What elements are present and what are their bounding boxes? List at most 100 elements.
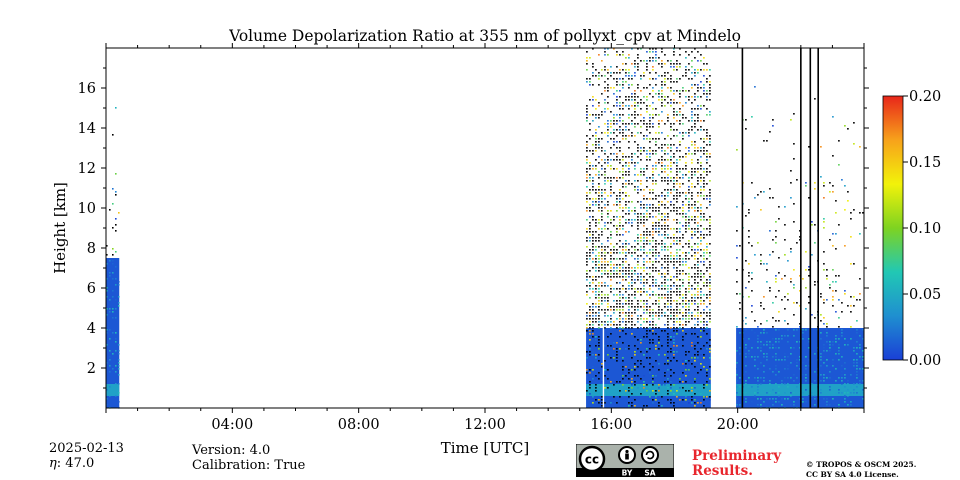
heatmap-cell <box>757 386 759 388</box>
heatmap-cell <box>784 308 786 310</box>
heatmap-cell <box>709 396 711 398</box>
heatmap-cell <box>706 375 708 377</box>
heatmap-cell <box>763 380 765 382</box>
heatmap-cell <box>592 282 594 284</box>
heatmap-cell <box>631 378 633 380</box>
heatmap-cell <box>637 54 639 56</box>
heatmap-cell <box>709 303 711 305</box>
heatmap-cell <box>622 186 624 188</box>
heatmap-cell <box>640 90 642 92</box>
heatmap-cell <box>697 228 699 230</box>
heatmap-cell <box>619 288 621 290</box>
heatmap-cell <box>631 381 633 383</box>
heatmap-cell <box>613 324 615 326</box>
heatmap-cell <box>703 354 705 356</box>
heatmap-cell <box>598 306 600 308</box>
heatmap-cell <box>622 288 624 290</box>
heatmap-cell <box>628 273 630 275</box>
heatmap-cell <box>679 255 681 257</box>
heatmap-cell <box>691 219 693 221</box>
heatmap-cell <box>667 327 669 329</box>
heatmap-cell <box>628 348 630 350</box>
heatmap-cell <box>601 201 603 203</box>
footer-date: 2025-02-13 <box>49 441 124 456</box>
heatmap-cell <box>595 312 597 314</box>
heatmap-cell <box>622 78 624 80</box>
heatmap-cell <box>682 210 684 212</box>
heatmap-cell <box>706 63 708 65</box>
heatmap-cell <box>625 258 627 260</box>
heatmap-cell <box>637 192 639 194</box>
heatmap-cell <box>709 264 711 266</box>
heatmap-cell <box>637 48 639 50</box>
heatmap-cell <box>685 309 687 311</box>
heatmap-cell <box>670 144 672 146</box>
heatmap-cell <box>649 363 651 365</box>
heatmap-cell <box>592 165 594 167</box>
heatmap-cell <box>634 252 636 254</box>
heatmap-cell <box>589 393 591 395</box>
heatmap-cell <box>658 162 660 164</box>
heatmap-cell <box>607 90 609 92</box>
heatmap-cell <box>664 198 666 200</box>
heatmap-cell <box>703 249 705 251</box>
heatmap-cell <box>697 237 699 239</box>
heatmap-cell <box>631 48 633 50</box>
heatmap-cell <box>706 108 708 110</box>
heatmap-cell <box>769 287 771 289</box>
heatmap-cell <box>769 368 771 370</box>
heatmap-cell <box>112 308 114 310</box>
heatmap-cell <box>634 180 636 182</box>
heatmap-cell <box>811 254 813 256</box>
heatmap-cell <box>601 243 603 245</box>
heatmap-cell <box>700 105 702 107</box>
heatmap-cell <box>604 99 606 101</box>
heatmap-cell <box>766 344 768 346</box>
heatmap-cell <box>589 198 591 200</box>
heatmap-cell <box>850 329 852 331</box>
heatmap-cell <box>619 129 621 131</box>
heatmap-cell <box>610 123 612 125</box>
heatmap-cell <box>859 380 861 382</box>
heatmap-cell <box>658 309 660 311</box>
heatmap-cell <box>856 332 858 334</box>
heatmap-cell <box>607 213 609 215</box>
heatmap-cell <box>622 177 624 179</box>
heatmap-cell <box>682 339 684 341</box>
heatmap-cell <box>757 335 759 337</box>
heatmap-cell <box>613 225 615 227</box>
heatmap-cell <box>598 126 600 128</box>
heatmap-cell <box>658 315 660 317</box>
heatmap-cell <box>598 294 600 296</box>
heatmap-cell <box>604 369 606 371</box>
heatmap-cell <box>643 237 645 239</box>
heatmap-cell <box>799 239 801 241</box>
heatmap-cell <box>802 335 804 337</box>
heatmap-cell <box>649 141 651 143</box>
heatmap-cell <box>595 399 597 401</box>
heatmap-cell <box>607 228 609 230</box>
heatmap-cell <box>109 272 111 274</box>
heatmap-cell <box>700 87 702 89</box>
heatmap-cell <box>682 138 684 140</box>
heatmap-cell <box>814 371 816 373</box>
heatmap-cell <box>772 401 774 403</box>
heatmap-cell <box>670 279 672 281</box>
y-tick-label: 8 <box>87 241 96 257</box>
heatmap-cell <box>622 261 624 263</box>
heatmap-cell <box>598 147 600 149</box>
heatmap-cell <box>634 90 636 92</box>
heatmap-cell <box>589 192 591 194</box>
heatmap-cell <box>634 66 636 68</box>
heatmap-cell <box>847 200 849 202</box>
heatmap-cell <box>628 141 630 143</box>
heatmap-cell <box>586 69 588 71</box>
heatmap-cell <box>616 105 618 107</box>
heatmap-cell <box>676 165 678 167</box>
heatmap-cell <box>709 171 711 173</box>
heatmap-cell <box>598 138 600 140</box>
heatmap-cell <box>649 150 651 152</box>
heatmap-cell <box>634 273 636 275</box>
heatmap-cell <box>628 75 630 77</box>
heatmap-cell <box>808 146 810 148</box>
